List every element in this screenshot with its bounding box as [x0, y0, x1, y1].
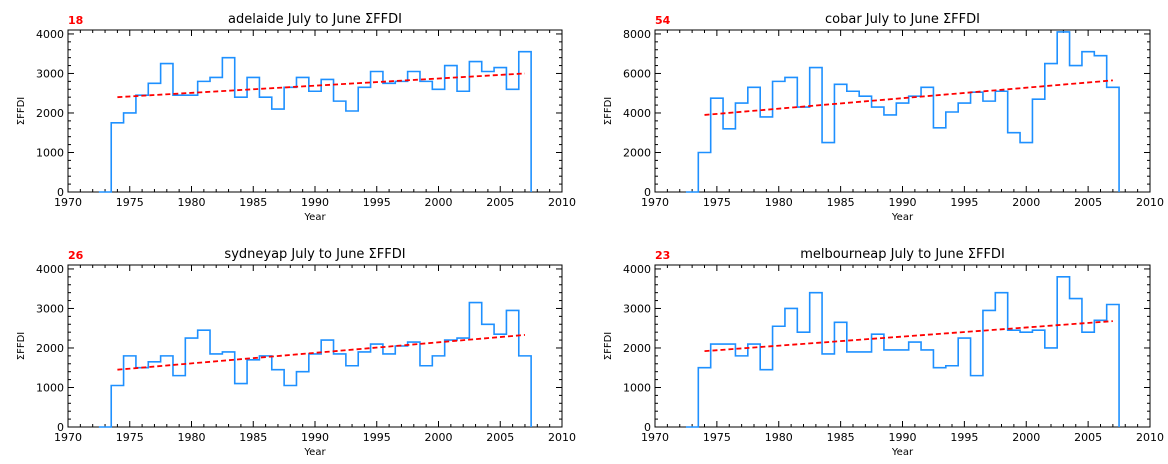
station-count-badge: 23: [655, 249, 670, 262]
trend-line: [704, 320, 1113, 353]
x-tick-label: 1970: [641, 196, 669, 209]
x-axis-label: Year: [891, 212, 914, 223]
x-tick-label: 2010: [548, 196, 576, 209]
x-tick-label: 1980: [765, 431, 793, 444]
y-tick-label: 3000: [36, 67, 64, 80]
plot-frame: [654, 29, 1151, 193]
x-tick-label: 1980: [765, 196, 793, 209]
x-tick-label: 1970: [54, 431, 82, 444]
y-tick-label: 4000: [623, 263, 651, 276]
x-tick-label: 1985: [239, 431, 267, 444]
plot-frame: [654, 264, 1151, 428]
station-count-badge: 54: [655, 14, 671, 27]
x-tick-label: 1990: [301, 196, 329, 209]
x-tick-label: 1975: [116, 431, 144, 444]
x-tick-label: 1985: [827, 196, 855, 209]
trend-line: [704, 79, 1113, 116]
chart-title: sydneyap July to June ΣFFDI: [224, 247, 405, 262]
x-tick-label: 1995: [363, 196, 391, 209]
series-step-line: [685, 31, 1120, 193]
chart-panel-4: 1970 1975 1980 1985 1990 1995 2000 2005 2010 0 100…: [603, 247, 1164, 458]
y-axis-label: ΣFFDI: [16, 97, 27, 125]
y-tick-label: 3000: [36, 302, 64, 315]
y-tick-label: 1000: [36, 146, 64, 159]
x-tick-label: 2005: [1074, 431, 1102, 444]
x-tick-label: 2010: [548, 431, 576, 444]
station-count-badge: 26: [68, 249, 84, 262]
y-tick-label: 8000: [623, 28, 651, 41]
x-tick-label: 2000: [1012, 196, 1040, 209]
x-tick-label: 1970: [641, 431, 669, 444]
chart-title: adelaide July to June ΣFFDI: [228, 12, 402, 27]
x-tick-label: 1995: [950, 431, 978, 444]
x-axis-label: Year: [303, 447, 326, 458]
series-step-line: [98, 301, 532, 428]
x-tick-label: 1985: [827, 431, 855, 444]
chart-panel-1: 1970 1975 1980 1985 1990 1995 2000 2005 2010 0 100…: [16, 12, 576, 223]
y-axis-label: ΣFFDI: [603, 97, 614, 125]
x-axis-label: Year: [303, 212, 326, 223]
y-tick-label: 4000: [36, 28, 64, 41]
chart-panel-2: 1970 1975 1980 1985 1990 1995 2000 2005 2010 0 200…: [603, 12, 1164, 223]
series-step-line: [98, 50, 532, 193]
x-tick-label: 2005: [486, 196, 514, 209]
x-tick-label: 2005: [1074, 196, 1102, 209]
trend-line: [117, 334, 526, 371]
x-tick-label: 1980: [178, 431, 206, 444]
x-tick-label: 1985: [239, 196, 267, 209]
x-tick-label: 1990: [889, 196, 917, 209]
y-tick-label: 2000: [623, 146, 651, 159]
y-tick-label: 0: [644, 421, 651, 434]
x-tick-label: 1990: [301, 431, 329, 444]
x-tick-label: 2010: [1136, 431, 1164, 444]
y-axis-label: ΣFFDI: [603, 332, 614, 360]
y-axis-label: ΣFFDI: [16, 332, 27, 360]
x-tick-label: 1995: [363, 431, 391, 444]
x-tick-label: 1975: [703, 196, 731, 209]
y-tick-label: 2000: [36, 107, 64, 120]
y-tick-label: 0: [57, 186, 64, 199]
y-tick-label: 6000: [623, 67, 651, 80]
y-tick-label: 1000: [623, 381, 651, 394]
y-tick-label: 0: [644, 186, 651, 199]
trend-line: [117, 72, 526, 99]
plot-frame: [67, 264, 563, 428]
y-tick-label: 4000: [36, 263, 64, 276]
y-tick-label: 1000: [36, 381, 64, 394]
y-tick-label: 3000: [623, 302, 651, 315]
y-tick-label: 4000: [623, 107, 651, 120]
x-tick-label: 2010: [1136, 196, 1164, 209]
x-tick-label: 1970: [54, 196, 82, 209]
chart-panel-3: 1970 1975 1980 1985 1990 1995 2000 2005 2010 0 100…: [16, 247, 576, 458]
x-tick-label: 2000: [425, 431, 453, 444]
x-tick-label: 1990: [889, 431, 917, 444]
x-tick-label: 1975: [703, 431, 731, 444]
plot-frame: [67, 29, 563, 193]
x-axis-label: Year: [891, 447, 914, 458]
x-tick-label: 1995: [950, 196, 978, 209]
x-tick-label: 1975: [116, 196, 144, 209]
station-count-badge: 18: [68, 14, 83, 27]
x-tick-label: 2000: [425, 196, 453, 209]
x-tick-label: 2005: [486, 431, 514, 444]
chart-title: cobar July to June ΣFFDI: [825, 12, 980, 27]
y-tick-label: 2000: [36, 342, 64, 355]
y-tick-label: 0: [57, 421, 64, 434]
y-tick-label: 2000: [623, 342, 651, 355]
x-tick-label: 2000: [1012, 431, 1040, 444]
x-tick-label: 1980: [178, 196, 206, 209]
chart-title: melbourneap July to June ΣFFDI: [800, 247, 1005, 262]
series-step-line: [685, 276, 1120, 428]
